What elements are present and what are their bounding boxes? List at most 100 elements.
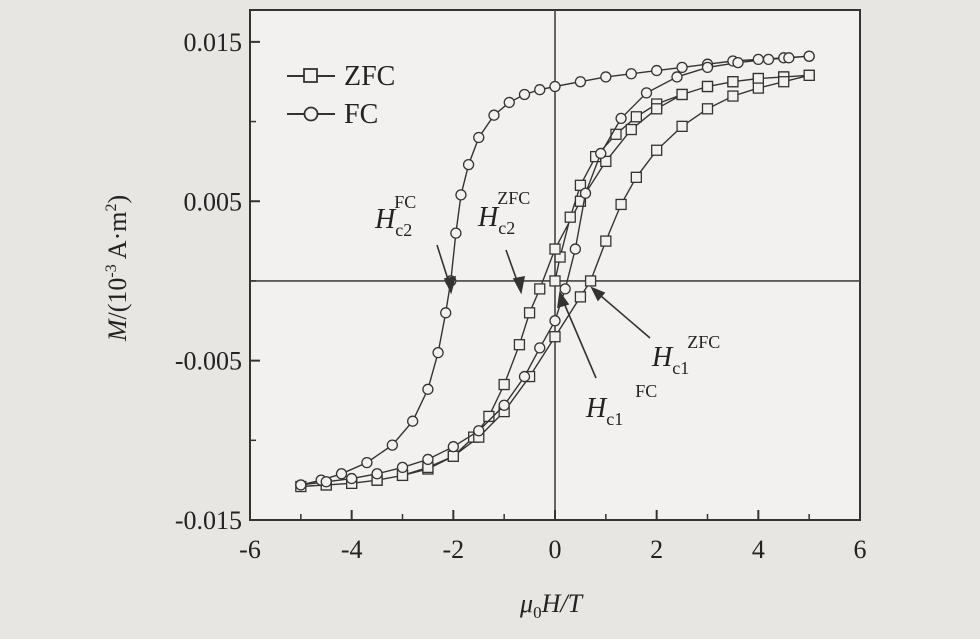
series-layer <box>295 50 815 493</box>
x-tick-label: 0 <box>549 535 562 564</box>
data-point-zfc <box>447 450 459 462</box>
data-point-zfc <box>625 123 637 136</box>
data-point-fc <box>432 347 444 359</box>
data-point-zfc <box>549 275 561 287</box>
data-point-fc <box>447 441 459 453</box>
data-point-zfc <box>701 80 714 93</box>
x-tick-label: 6 <box>854 535 867 564</box>
data-point-fc <box>762 53 775 66</box>
data-point-zfc <box>676 88 688 101</box>
data-point-fc <box>651 64 663 77</box>
data-point-fc <box>600 71 612 83</box>
data-point-zfc <box>600 155 612 168</box>
data-point-fc <box>396 461 409 474</box>
arrow-hc1-fc <box>560 295 597 379</box>
legend-marker-circle <box>303 106 319 122</box>
annotation-hc2-fc: Hc2FC <box>374 192 416 240</box>
x-tick-label: 2 <box>650 535 663 564</box>
arrowhead-hc1-zfc <box>590 286 606 302</box>
data-point-fc <box>371 468 383 480</box>
x-tick-label: -4 <box>341 535 363 564</box>
data-point-fc <box>579 187 592 199</box>
legend-label-fc: FC <box>344 99 378 130</box>
data-point-fc <box>671 71 683 83</box>
data-point-fc <box>320 476 332 488</box>
data-point-zfc <box>752 82 764 94</box>
data-point-fc <box>450 227 462 239</box>
x-axis-title: μ0H/T <box>519 589 584 622</box>
data-point-zfc <box>615 198 627 211</box>
data-point-fc <box>574 76 587 88</box>
data-point-zfc <box>651 103 663 115</box>
data-point-fc <box>440 307 452 319</box>
legend-marker-square <box>303 68 318 83</box>
data-point-fc <box>518 370 531 383</box>
data-point-fc <box>295 479 307 491</box>
data-point-zfc <box>752 72 764 85</box>
data-point-fc <box>473 425 485 437</box>
data-point-fc <box>488 109 500 121</box>
data-point-zfc <box>534 283 546 295</box>
series-line-fc <box>300 55 810 486</box>
data-point-zfc <box>549 331 561 343</box>
data-point-fc <box>803 50 815 62</box>
data-point-fc <box>503 96 515 109</box>
x-tick-label: -6 <box>239 535 261 564</box>
data-point-zfc <box>630 111 642 123</box>
data-point-zfc <box>727 76 739 88</box>
data-point-zfc <box>564 211 576 223</box>
data-point-fc <box>625 68 637 80</box>
data-point-zfc <box>778 76 790 88</box>
x-axis: -6 -4 -2 0 2 4 6 <box>239 510 867 564</box>
data-point-fc <box>462 158 475 171</box>
data-point-fc <box>422 453 434 466</box>
data-point-fc <box>549 80 561 93</box>
data-point-zfc <box>803 69 815 81</box>
data-point-zfc <box>574 291 587 303</box>
x-tick-label: -2 <box>442 535 464 564</box>
y-tick-label: 0.015 <box>184 28 243 57</box>
annotation-hc1-zfc: Hc1ZFC <box>651 332 720 378</box>
data-point-zfc <box>513 339 526 351</box>
arrowhead-hc2-zfc <box>512 275 526 295</box>
y-axis: 0.015 0.005 -0.005 -0.015 <box>175 28 260 535</box>
annotation-hc1-fc: Hc1FC <box>585 381 657 429</box>
data-point-zfc <box>549 243 561 255</box>
data-point-fc <box>534 84 546 96</box>
annotations: Hc2FC Hc2ZFC Hc1ZFC Hc1FC <box>374 188 720 429</box>
y-axis-title: M/(10-3 A·m2) <box>103 195 132 342</box>
data-point-fc <box>783 52 795 64</box>
data-point-zfc <box>584 275 597 287</box>
data-point-fc <box>640 87 653 99</box>
data-point-fc <box>455 189 467 201</box>
data-point-zfc <box>651 144 663 156</box>
x-tick-label: 4 <box>752 535 765 564</box>
data-point-fc <box>595 147 607 160</box>
data-point-zfc <box>727 90 739 102</box>
annotation-hc2-zfc: Hc2ZFC <box>477 188 530 238</box>
data-point-fc <box>498 399 510 411</box>
data-point-zfc <box>676 120 688 132</box>
arrowhead-hc2-fc <box>443 275 457 295</box>
data-point-fc <box>569 243 581 255</box>
legend: ZFC FC <box>287 61 395 130</box>
y-tick-label: -0.015 <box>175 506 242 535</box>
data-point-fc <box>335 468 348 480</box>
data-point-fc <box>407 415 419 427</box>
data-point-fc <box>615 112 627 125</box>
y-tick-label: 0.005 <box>184 187 243 216</box>
data-point-fc <box>518 88 531 101</box>
data-point-zfc <box>574 195 587 207</box>
data-point-zfc <box>610 128 622 140</box>
data-point-zfc <box>498 378 510 391</box>
data-point-fc <box>386 439 398 451</box>
data-point-fc <box>534 342 546 354</box>
data-point-fc <box>473 131 485 144</box>
data-point-fc <box>559 283 571 295</box>
data-point-zfc <box>574 179 587 191</box>
data-point-zfc <box>600 235 612 247</box>
arrow-hc1-zfc <box>593 289 651 339</box>
data-point-fc <box>732 56 744 69</box>
data-point-fc <box>346 472 358 485</box>
